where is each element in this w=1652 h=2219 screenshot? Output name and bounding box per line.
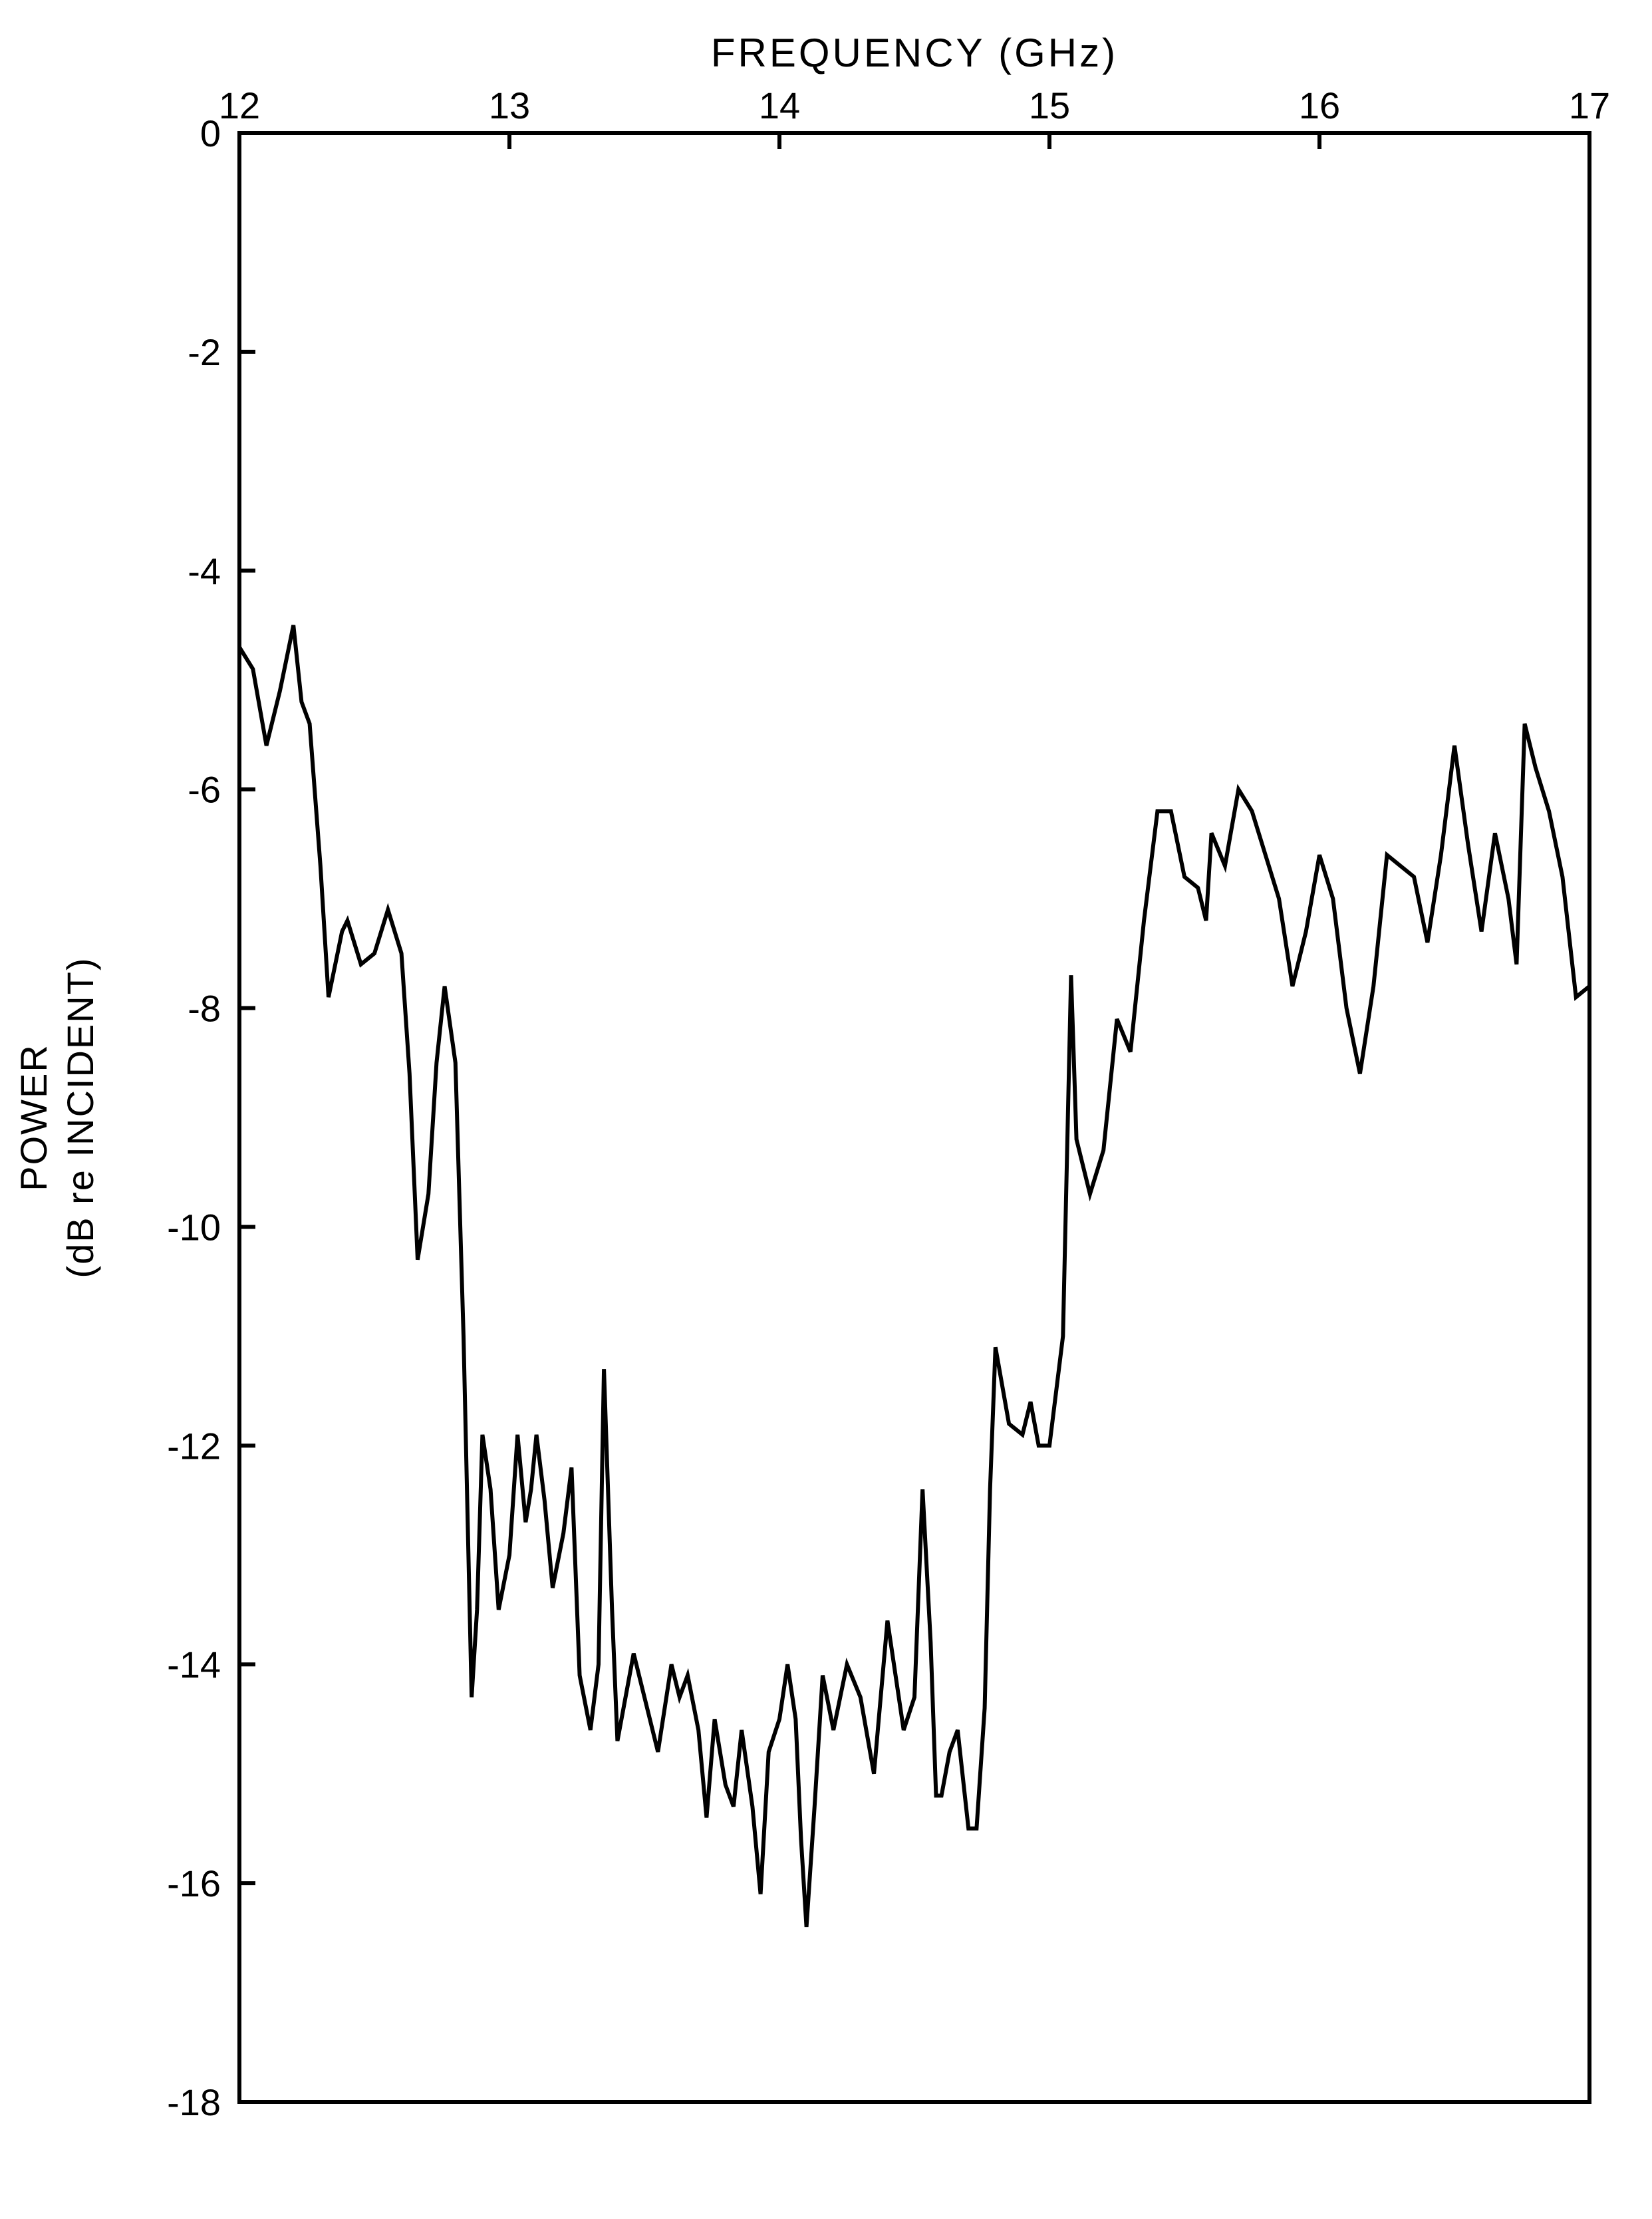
y-tick-label: -2 [188, 331, 221, 373]
power-vs-frequency-chart: 12 13 14 15 16 17 0 -2 -4 -6 -8 -10 -12 -14 -16 -18 FR… [0, 0, 1652, 2219]
y-tick-label: -18 [167, 2081, 221, 2123]
x-tick-label: 17 [1569, 84, 1610, 126]
y-tick-label: -16 [167, 1862, 221, 1904]
y-tick-label: -12 [167, 1425, 221, 1467]
chart-container: 12 13 14 15 16 17 0 -2 -4 -6 -8 -10 -12 -14 -16 -18 FR… [0, 0, 1652, 2219]
y-tick-label: -8 [188, 988, 221, 1030]
x-tick-label: 15 [1029, 84, 1070, 126]
plot-background [0, 0, 1652, 2219]
y-axis-title-line2: (dB re INCIDENT) [59, 957, 101, 1278]
y-tick-label: -6 [188, 769, 221, 811]
y-tick-label: -14 [167, 1644, 221, 1686]
y-tick-label: 0 [200, 112, 221, 154]
x-axis-title: FREQUENCY (GHz) [711, 31, 1118, 75]
x-tick-label: 14 [759, 84, 800, 126]
x-tick-label: 12 [219, 84, 260, 126]
y-axis-title-line1: POWER [13, 1044, 55, 1191]
x-tick-label: 13 [489, 84, 530, 126]
y-tick-label: -4 [188, 550, 221, 592]
x-tick-label: 16 [1299, 84, 1340, 126]
y-tick-label: -10 [167, 1206, 221, 1248]
